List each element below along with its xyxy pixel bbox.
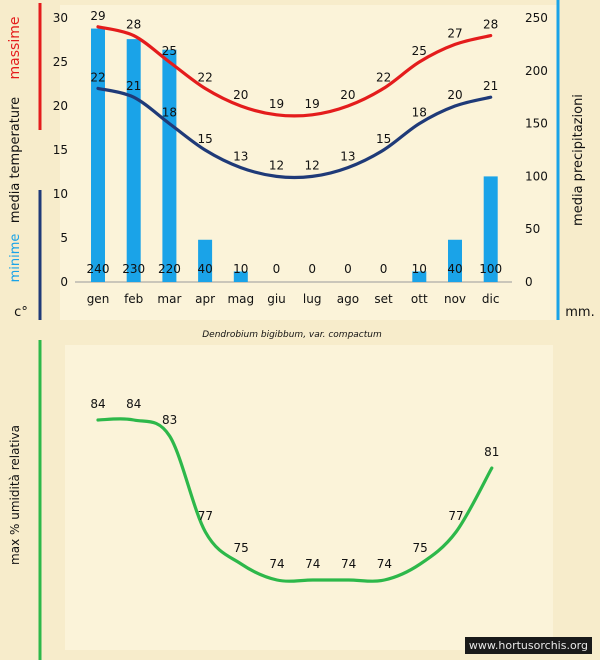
right-tick-label: 50 [525,222,540,236]
precipitation-bar [126,39,141,283]
massime-data-label: 27 [447,26,462,40]
precipitation-data-label: 230 [122,262,145,276]
watermark: www.hortusorchis.org [464,637,592,654]
minime-data-label: 20 [447,88,462,102]
massime-data-label: 29 [90,9,105,23]
precipitation-bar [412,271,427,282]
right-tick-label: 150 [525,117,548,131]
precipitation-bar [233,271,248,282]
minime-data-label: 15 [197,132,212,146]
minime-data-label: 13 [340,150,355,164]
precipitation-bar [91,28,105,283]
right-tick-label: 100 [525,169,548,183]
left-tick-label: 30 [53,11,68,25]
chart-panel-humidity [65,345,553,650]
massime-line [96,25,493,118]
right-tick-label: 0 [525,275,533,289]
massime-data-label: 19 [305,97,320,111]
humidity-data-label: 81 [484,445,499,459]
humidity-data-label: 83 [162,413,177,427]
massime-data-label: 25 [162,44,177,58]
precipitation-bar [162,49,177,283]
massime-data-label: 20 [340,88,355,102]
precipitation-data-label: 220 [158,262,181,276]
massime-data-label: 28 [126,18,141,32]
precipitation-data-label: 0 [344,262,352,276]
minime-data-label: 13 [233,150,248,164]
minime-data-label: 22 [90,70,105,84]
precipitation-axis-label: media precipitazioni [571,94,586,226]
massime-data-label: 19 [269,97,284,111]
left-tick-label: 5 [60,231,68,245]
humidity-data-label: 77 [198,509,213,523]
humidity-data-label: 75 [413,541,428,555]
massime-data-label: 20 [233,88,248,102]
precipitation-data-label: 0 [273,262,281,276]
precipitation-bar [448,239,462,282]
precipitation-data-label: 240 [87,262,110,276]
massime-data-label: 22 [376,70,391,84]
month-label: mag [227,292,254,306]
humidity-data-label: 84 [126,397,141,411]
massime-data-label: 22 [197,70,212,84]
minime-line [96,86,493,180]
humidity-axis-label: max % umidità relativa [8,425,22,565]
month-label: ago [337,292,359,306]
minime-data-label: 18 [412,106,427,120]
month-label: mar [157,292,181,306]
minime-data-label: 21 [483,79,498,93]
chart-panel-temperature [60,5,558,320]
precipitation-data-label: 100 [479,262,502,276]
minime-data-label: 12 [269,158,284,172]
massime-data-label: 28 [483,18,498,32]
humidity-data-label: 74 [341,557,356,571]
precipitation-bar [483,176,498,282]
minime-data-label: 12 [305,158,320,172]
month-label: set [374,292,393,306]
mm-unit-label: mm. [565,305,594,320]
left-tick-label: 0 [60,275,68,289]
massime-label: massime [7,17,23,80]
right-tick-label: 200 [525,64,548,78]
precipitation-bar [198,239,213,282]
month-label: nov [444,292,466,306]
humidity-data-label: 84 [90,397,105,411]
left-tick-label: 15 [53,143,68,157]
precipitation-data-label: 10 [233,262,248,276]
precipitation-data-label: 10 [412,262,427,276]
precipitation-data-label: 0 [308,262,316,276]
month-label: gen [87,292,110,306]
left-tick-label: 25 [53,55,68,69]
humidity-line [96,417,494,583]
humidity-chart: 84 84 83 77 75 74 74 74 74 75 77 81 [90,397,499,583]
month-label: apr [195,292,215,306]
minime-data-label: 21 [126,79,141,93]
chart-subtitle: Dendrobium bigibbum, var. compactum [202,330,382,340]
humidity-data-label: 74 [305,557,320,571]
humidity-data-label: 77 [448,509,463,523]
minime-data-label: 15 [376,132,391,146]
month-label: dic [482,292,500,306]
left-tick-label: 10 [53,187,68,201]
minime-label: minime [8,234,23,283]
humidity-data-label: 75 [234,541,249,555]
minime-data-label: 18 [162,106,177,120]
celsius-unit-label: c° [14,305,28,320]
month-label: feb [124,292,143,306]
right-tick-label: 250 [525,11,548,25]
month-label: giu [267,292,286,306]
precipitation-data-label: 40 [197,262,212,276]
precipitation-data-label: 40 [447,262,462,276]
precipitation-data-label: 0 [380,262,388,276]
humidity-data-label: 74 [377,557,392,571]
massime-data-label: 25 [412,44,427,58]
month-label: ott [411,292,428,306]
humidity-data-label: 74 [269,557,284,571]
media-temperature-label: media temperature [8,97,23,223]
month-label: lug [303,292,322,306]
left-tick-label: 20 [53,99,68,113]
